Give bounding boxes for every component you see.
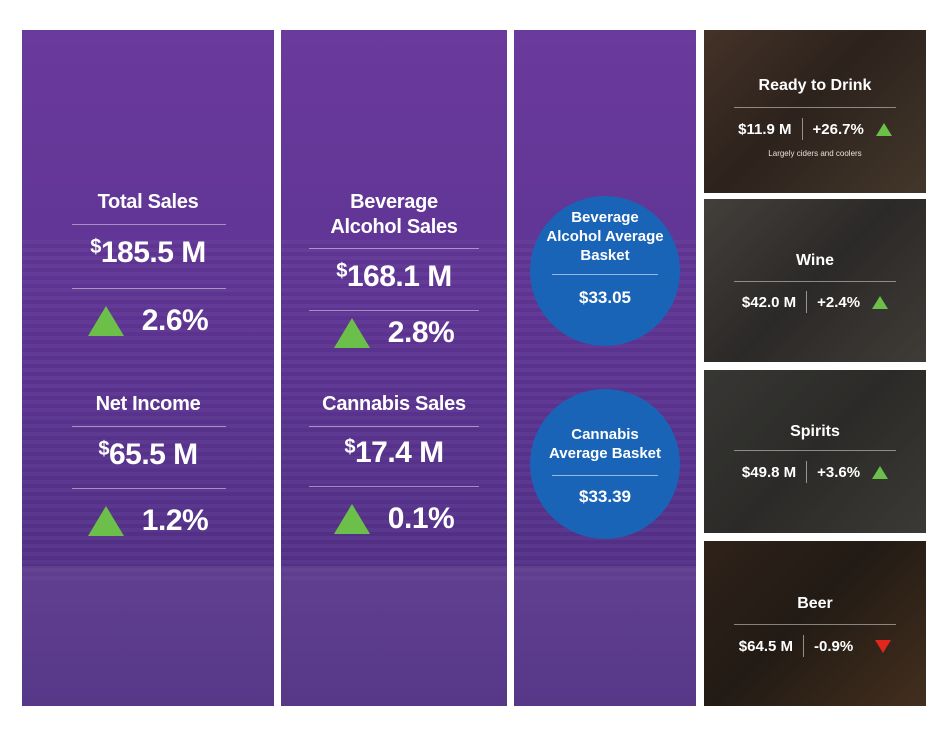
divider	[72, 426, 226, 427]
triangle-up-icon	[333, 504, 370, 534]
beverage-alcohol-value: $168.1 M	[336, 260, 452, 293]
divider	[72, 488, 226, 489]
category-stats: $11.9 M +26.7%	[704, 114, 926, 144]
cannabis-sales-change: 0.1%	[281, 502, 507, 536]
net-income-label: Net Income	[95, 393, 201, 415]
category-note: Largely ciders and coolers	[768, 149, 862, 158]
beverage-alcohol-label: Beverage Alcohol Sales	[330, 191, 458, 238]
divider	[72, 224, 226, 225]
beverage-basket-value: $33.05	[579, 288, 631, 307]
beverage-basket-label: Beverage Alcohol Average Basket	[546, 209, 664, 264]
triangle-up-icon	[875, 122, 892, 136]
divider	[309, 486, 479, 487]
category-title: Beer	[797, 595, 833, 612]
beverage-basket-circle: Beverage Alcohol Average Basket $33.05	[530, 196, 680, 346]
cannabis-basket-circle: Cannabis Average Basket $33.39	[530, 389, 680, 539]
total-sales-value: $185.5 M	[90, 236, 206, 269]
category-title: Wine	[795, 252, 835, 269]
divider	[72, 288, 226, 289]
cannabis-sales-label: Cannabis Sales	[322, 393, 466, 415]
category-card-wine: Wine $42.0 M +2.4%	[704, 199, 926, 362]
category-stats: $49.8 M +3.6%	[704, 457, 926, 487]
total-sales-change: 2.6%	[22, 304, 274, 338]
total-sales-label: Total Sales	[97, 191, 199, 213]
divider	[734, 624, 896, 625]
cannabis-basket-value: $33.39	[579, 487, 631, 506]
category-card-ready-to-drink: Ready to Drink $11.9 M +26.7% Largely cid…	[704, 30, 926, 193]
category-card-beer: Beer $64.5 M -0.9%	[704, 541, 926, 706]
divider	[552, 274, 658, 275]
parking-lot-background	[514, 566, 696, 706]
triangle-up-icon	[87, 306, 124, 336]
average-basket-panel: Beverage Alcohol Average Basket $33.05 C…	[514, 30, 696, 706]
beverage-alcohol-panel: Beverage Alcohol Sales $168.1 M 2.8% Can…	[281, 30, 507, 706]
triangle-down-icon	[875, 639, 892, 653]
divider	[734, 450, 896, 451]
divider	[734, 281, 896, 282]
triangle-up-icon	[333, 318, 370, 348]
net-income-change: 1.2%	[22, 504, 274, 538]
cannabis-basket-label: Cannabis Average Basket	[548, 426, 661, 462]
category-stats: $42.0 M +2.4%	[704, 287, 926, 317]
beverage-alcohol-change: 2.8%	[281, 316, 507, 350]
triangle-up-icon	[872, 465, 889, 479]
parking-lot-background	[22, 566, 274, 706]
parking-lot-background	[281, 566, 507, 706]
category-title: Spirits	[790, 423, 840, 440]
building-background	[281, 240, 507, 580]
divider	[309, 426, 479, 427]
category-title: Ready to Drink	[758, 77, 872, 94]
divider	[734, 107, 896, 108]
divider	[552, 475, 658, 476]
net-income-value: $65.5 M	[98, 438, 198, 471]
divider	[309, 310, 479, 311]
category-stats: $64.5 M -0.9%	[704, 631, 926, 661]
building-background	[22, 240, 274, 580]
triangle-up-icon	[872, 295, 889, 309]
category-card-spirits: Spirits $49.8 M +3.6%	[704, 370, 926, 533]
triangle-up-icon	[87, 506, 124, 536]
cannabis-sales-value: $17.4 M	[344, 436, 444, 469]
divider	[309, 248, 479, 249]
total-sales-panel: Total Sales $185.5 M 2.6% Net Income $65…	[22, 30, 274, 706]
